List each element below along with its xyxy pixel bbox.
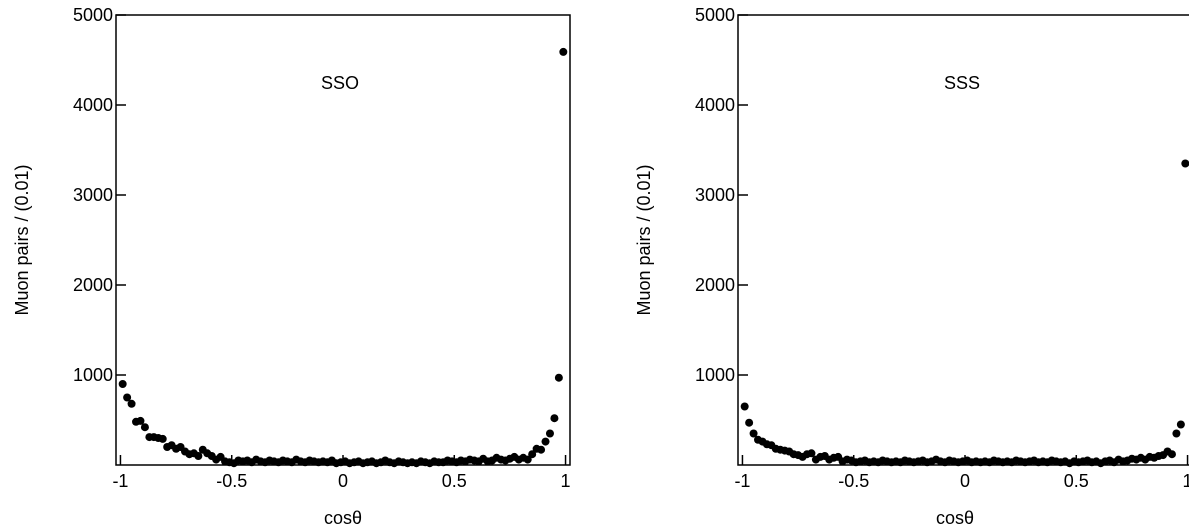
- x-axis-label: cosθ: [936, 508, 974, 528]
- x-tick-label: 0: [960, 471, 970, 491]
- annotation: SSO: [321, 73, 359, 93]
- data-point: [194, 452, 203, 460]
- annotation: SSS: [944, 73, 980, 93]
- y-tick-label: 3000: [695, 185, 735, 205]
- y-tick-label: 4000: [73, 95, 113, 115]
- data-point: [1172, 429, 1181, 438]
- y-tick-label: 3000: [73, 185, 113, 205]
- data-point: [158, 434, 167, 443]
- x-tick-label: 0.5: [442, 471, 467, 491]
- x-tick-label: -0.5: [216, 471, 247, 491]
- y-tick-label: 5000: [695, 5, 735, 25]
- x-tick-label: 0: [338, 471, 348, 491]
- data-point: [1181, 159, 1189, 168]
- y-axis-label: Muon pairs / (0.01): [12, 164, 32, 315]
- data-point: [1167, 450, 1176, 459]
- data-point: [807, 449, 816, 458]
- data-point: [136, 416, 145, 425]
- x-tick-label: -1: [734, 471, 750, 491]
- y-tick-label: 1000: [695, 365, 735, 385]
- data-point: [528, 450, 537, 459]
- data-point: [545, 429, 554, 438]
- data-point: [554, 373, 563, 382]
- data-point: [745, 418, 754, 427]
- data-point: [550, 414, 559, 423]
- data-point: [559, 47, 568, 56]
- data-point: [118, 380, 127, 388]
- x-tick-label: 1: [1183, 471, 1189, 491]
- data-point: [740, 402, 749, 411]
- x-axis-label: cosθ: [324, 508, 362, 528]
- data-point: [523, 455, 532, 464]
- x-tick-label: -1: [112, 471, 128, 491]
- y-axis-label: Muon pairs / (0.01): [634, 164, 654, 315]
- y-tick-label: 4000: [695, 95, 735, 115]
- data-point: [140, 423, 149, 432]
- y-tick-label: 2000: [695, 275, 735, 295]
- x-tick-label: -0.5: [838, 471, 869, 491]
- data-point: [127, 399, 136, 408]
- data-point: [749, 429, 758, 438]
- x-tick-label: 1: [561, 471, 571, 491]
- y-tick-label: 5000: [73, 5, 113, 25]
- data-point: [123, 393, 132, 402]
- data-point: [537, 445, 546, 454]
- data-point: [1176, 420, 1185, 429]
- y-tick-label: 2000: [73, 275, 113, 295]
- data-point: [541, 437, 550, 446]
- y-tick-label: 1000: [73, 365, 113, 385]
- x-tick-label: 0.5: [1064, 471, 1089, 491]
